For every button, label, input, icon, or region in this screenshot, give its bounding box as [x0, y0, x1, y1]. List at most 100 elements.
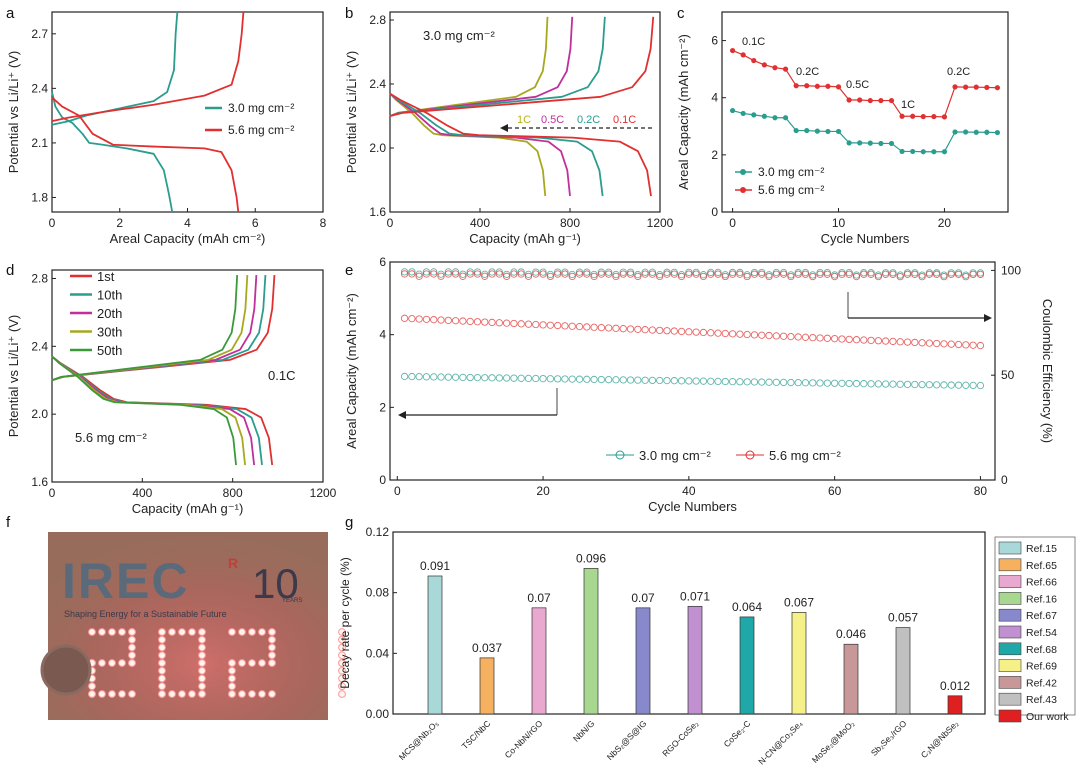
data-point — [707, 329, 715, 337]
data-point — [933, 339, 941, 348]
data-point — [825, 128, 831, 135]
data-point — [845, 379, 853, 388]
data-point — [867, 269, 875, 277]
data-point — [532, 320, 540, 329]
data-point — [830, 379, 839, 387]
category-label: N-CN@Co₃Se₄ — [756, 718, 805, 767]
data-point — [685, 328, 693, 336]
data-point — [845, 270, 853, 278]
led-dot — [238, 659, 246, 667]
data-point — [502, 319, 511, 327]
bar-value-label: 0.037 — [472, 641, 502, 655]
data-point — [473, 268, 482, 276]
data-point — [568, 375, 576, 383]
data-point — [925, 270, 934, 278]
data-point — [954, 340, 963, 349]
plot-frame — [389, 261, 996, 481]
y-axis-label: Areal Capacity (mAh cm⁻²) — [676, 34, 691, 190]
data-point — [400, 372, 409, 381]
data-point — [947, 340, 955, 348]
data-point — [554, 270, 562, 278]
data-point — [801, 379, 810, 387]
y-tick-label: 2.7 — [31, 27, 48, 41]
category-label: C₃N@NbSe₂ — [919, 718, 961, 760]
charge-curve-3 — [51, 275, 258, 382]
data-point — [750, 331, 759, 339]
led-dot — [268, 651, 276, 660]
y-axis-label: Areal Capacity (mAh cm⁻²) — [344, 293, 359, 449]
mass-loading-annotation: 3.0 mg cm⁻² — [423, 28, 496, 43]
legend-label-4: 30th — [97, 325, 122, 340]
data-point — [758, 270, 766, 278]
led-dot — [248, 659, 256, 667]
data-point — [918, 380, 926, 389]
data-point — [772, 332, 780, 340]
legend-marker-1 — [740, 169, 746, 175]
data-point — [605, 270, 613, 278]
led-digits — [88, 628, 346, 698]
data-point — [809, 272, 817, 281]
data-point — [663, 327, 671, 335]
data-point — [787, 378, 795, 387]
data-point — [728, 330, 737, 338]
led-dot — [128, 635, 136, 644]
led-dot — [198, 682, 206, 691]
data-point — [772, 270, 780, 278]
data-point — [729, 107, 736, 114]
y2-tick-label: 100 — [1001, 263, 1021, 277]
data-point — [751, 112, 757, 118]
y-axis-label: Decay rate per cycle (%) — [338, 557, 352, 688]
data-point — [743, 378, 751, 386]
x-tick-label: 0 — [49, 486, 56, 500]
data-point — [415, 315, 423, 323]
data-point — [830, 335, 839, 343]
data-point — [882, 270, 890, 278]
data-point — [459, 272, 467, 280]
data-point — [459, 317, 467, 325]
led-dot — [128, 690, 136, 698]
data-point — [590, 272, 598, 281]
data-point — [962, 271, 970, 279]
data-point — [670, 327, 678, 335]
data-point — [575, 375, 584, 383]
led-dot — [158, 635, 166, 644]
y-tick-label: 0 — [379, 473, 386, 487]
data-point — [568, 270, 576, 279]
data-point — [920, 149, 926, 155]
data-point — [969, 341, 977, 349]
data-point — [782, 115, 789, 121]
data-point — [451, 270, 460, 278]
data-point — [933, 381, 941, 389]
data-point — [539, 270, 547, 278]
data-point — [473, 270, 482, 278]
data-point — [940, 272, 948, 281]
rate-label-3: 0.5C — [846, 79, 869, 91]
data-point — [838, 270, 846, 278]
data-point — [816, 379, 824, 387]
data-point — [823, 334, 831, 342]
data-point — [546, 321, 555, 329]
photo-anniversary: 10 — [252, 560, 299, 607]
data-point — [882, 380, 890, 388]
panel-b: b 0 400 800 1200 1.6 2.0 2.4 2.8 Capacity (mAh g⁻… — [344, 5, 674, 246]
data-point — [801, 333, 810, 341]
legend-marker-2 — [740, 187, 746, 193]
legend-label-8: Ref.69 — [1026, 661, 1057, 673]
data-point — [422, 315, 431, 324]
led-dot — [108, 690, 116, 698]
data-point — [925, 339, 934, 347]
y-tick-label: 2 — [711, 148, 718, 162]
data-point — [451, 373, 460, 381]
legend-label-3: 20th — [97, 306, 122, 321]
y-axis-label: Potential vs Li/Li⁺ (V) — [6, 315, 21, 437]
data-point — [590, 323, 598, 331]
data-point — [920, 113, 926, 120]
led-dot — [158, 628, 166, 636]
data-point — [597, 268, 606, 276]
data-point — [619, 270, 627, 278]
x-tick-label: 0 — [49, 216, 56, 230]
data-point — [852, 272, 861, 281]
data-point — [721, 272, 729, 281]
data-point — [430, 316, 438, 324]
led-dot — [158, 651, 166, 660]
